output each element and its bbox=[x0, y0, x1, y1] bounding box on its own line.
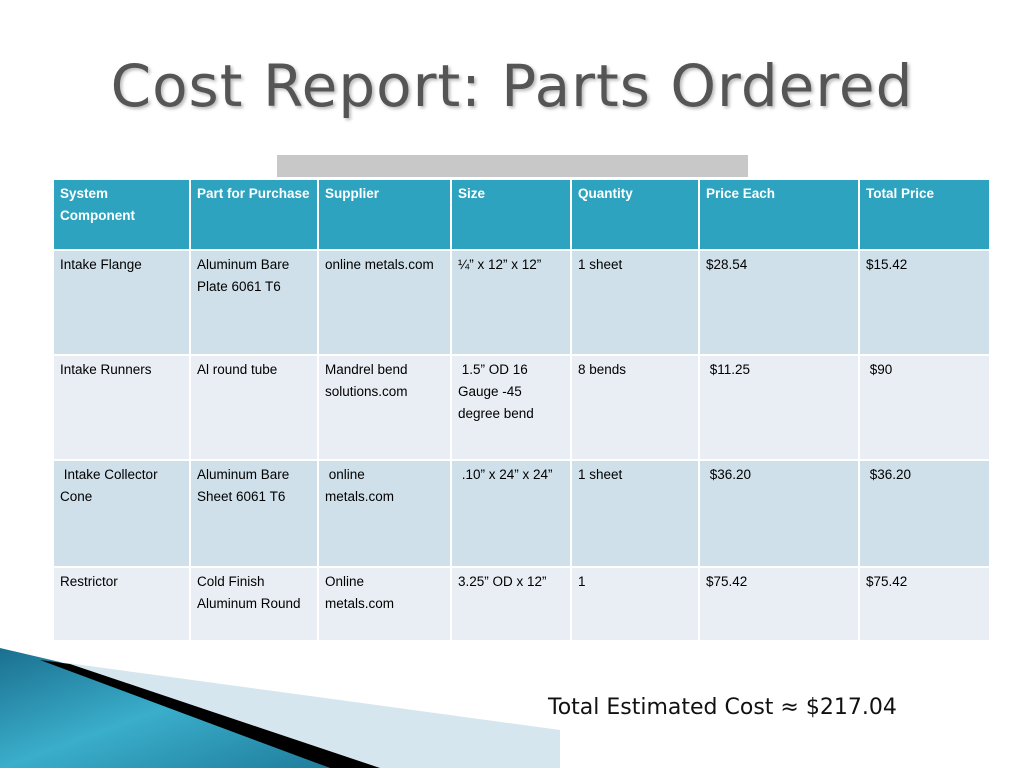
table-row: Intake Runners Al round tube Mandrel ben… bbox=[52, 354, 991, 461]
cell-size: ¼” x 12” x 12” bbox=[450, 249, 572, 356]
header-quantity: Quantity bbox=[570, 178, 700, 251]
cell-price-each: $36.20 bbox=[698, 459, 860, 568]
cell-price-each: $28.54 bbox=[698, 249, 860, 356]
table-header-row: System Component Part for Purchase Suppl… bbox=[52, 178, 991, 251]
cell-price-each: $11.25 bbox=[698, 354, 860, 461]
decorative-swoosh bbox=[0, 648, 560, 768]
cell-part: Aluminum Bare Sheet 6061 T6 bbox=[189, 459, 319, 568]
cell-total-price: $75.42 bbox=[858, 566, 991, 642]
header-size: Size bbox=[450, 178, 572, 251]
cell-part: Al round tube bbox=[189, 354, 319, 461]
cell-supplier: Mandrel bend solutions.com bbox=[317, 354, 452, 461]
cell-quantity: 1 sheet bbox=[570, 249, 700, 356]
slide-title: Cost Report: Parts Ordered bbox=[110, 52, 914, 120]
cell-total-price: $90 bbox=[858, 354, 991, 461]
cell-size: 1.5” OD 16 Gauge -45 degree bend bbox=[450, 354, 572, 461]
cell-size: 3.25” OD x 12” bbox=[450, 566, 572, 642]
cell-supplier: Online metals.com bbox=[317, 566, 452, 642]
cell-quantity: 1 sheet bbox=[570, 459, 700, 568]
cell-part: Cold Finish Aluminum Round bbox=[189, 566, 319, 642]
header-price-each: Price Each bbox=[698, 178, 860, 251]
table-row: Restrictor Cold Finish Aluminum Round On… bbox=[52, 566, 991, 642]
swoosh-teal-band bbox=[0, 648, 330, 768]
cell-system-component: Intake Collector Cone bbox=[52, 459, 191, 568]
cell-supplier: online metals.com bbox=[317, 459, 452, 568]
gray-header-bar bbox=[277, 155, 748, 177]
cell-part: Aluminum Bare Plate 6061 T6 bbox=[189, 249, 319, 356]
cell-system-component: Restrictor bbox=[52, 566, 191, 642]
table-row: Intake Collector Cone Aluminum Bare Shee… bbox=[52, 459, 991, 568]
cell-quantity: 8 bends bbox=[570, 354, 700, 461]
cell-quantity: 1 bbox=[570, 566, 700, 642]
header-part-for-purchase: Part for Purchase bbox=[189, 178, 319, 251]
cost-table: System Component Part for Purchase Suppl… bbox=[52, 178, 991, 642]
cell-total-price: $15.42 bbox=[858, 249, 991, 356]
cell-system-component: Intake Flange bbox=[52, 249, 191, 356]
cell-system-component: Intake Runners bbox=[52, 354, 191, 461]
swoosh-light-band bbox=[60, 662, 560, 768]
header-total-price: Total Price bbox=[858, 178, 991, 251]
table-row: Intake Flange Aluminum Bare Plate 6061 T… bbox=[52, 249, 991, 356]
header-supplier: Supplier bbox=[317, 178, 452, 251]
swoosh-black-stripe bbox=[40, 660, 380, 768]
cell-price-each: $75.42 bbox=[698, 566, 860, 642]
total-estimated-cost: Total Estimated Cost ≈ $217.04 bbox=[548, 695, 897, 720]
cell-size: .10” x 24” x 24” bbox=[450, 459, 572, 568]
header-system-component: System Component bbox=[52, 178, 191, 251]
cell-supplier: online metals.com bbox=[317, 249, 452, 356]
cell-total-price: $36.20 bbox=[858, 459, 991, 568]
